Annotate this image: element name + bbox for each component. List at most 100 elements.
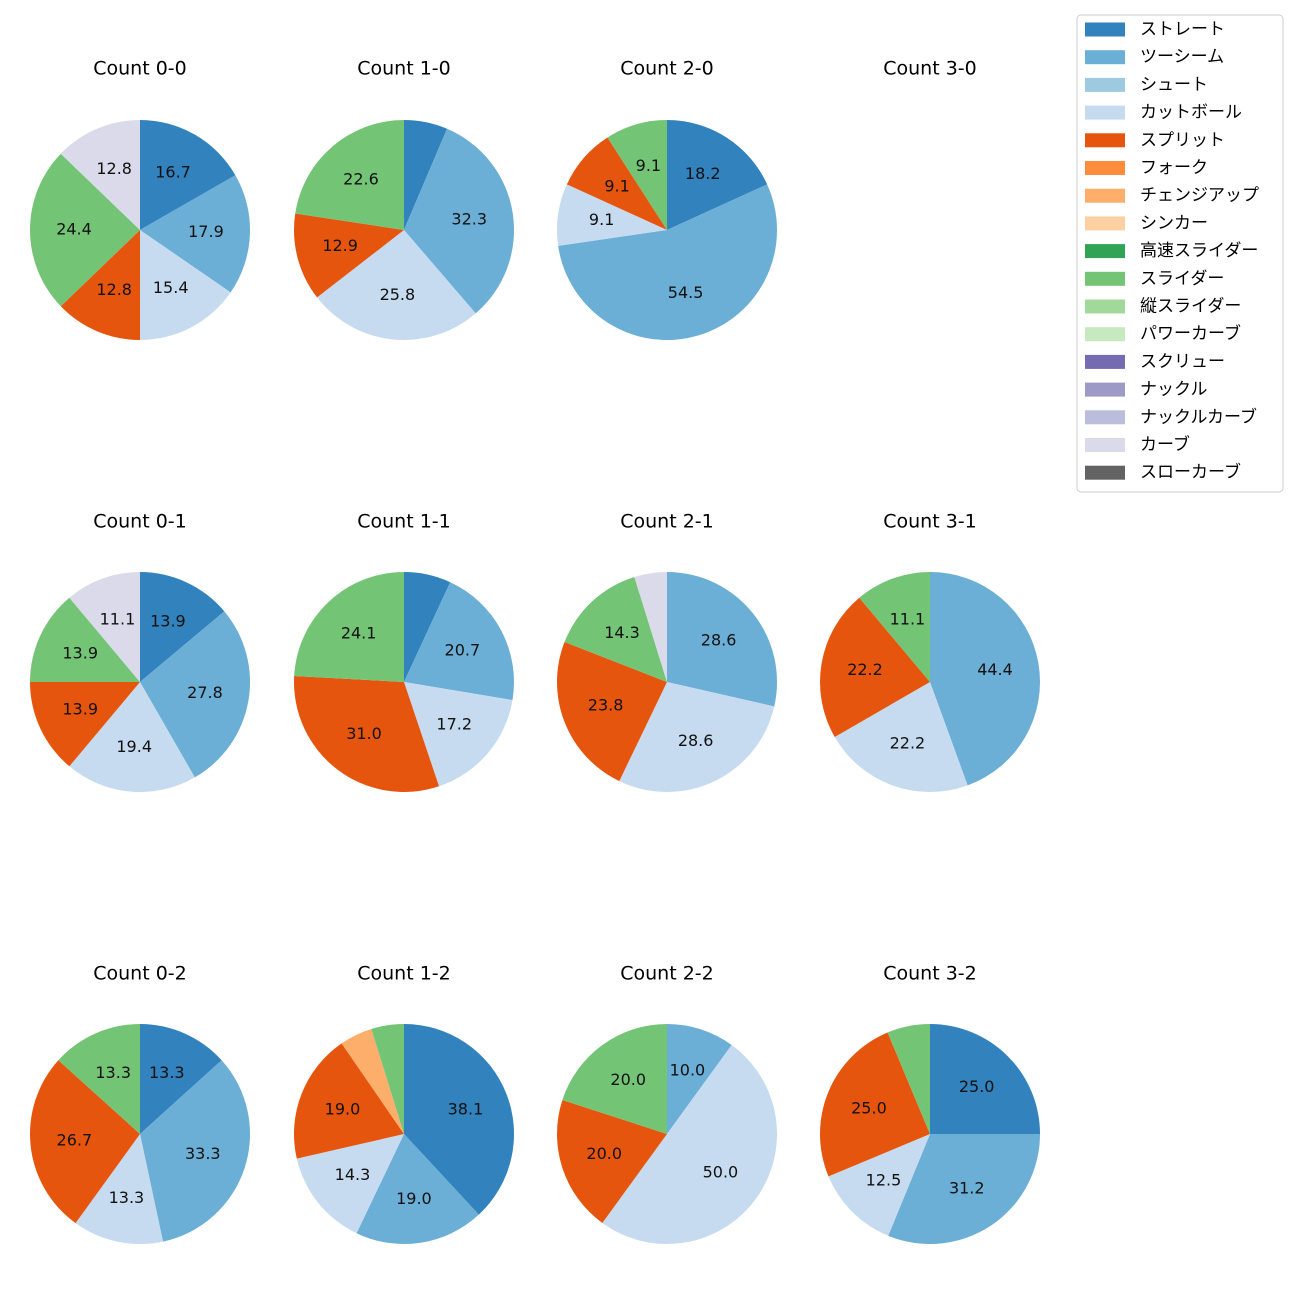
pie-title: Count 2-2	[620, 963, 714, 985]
pie-slice	[887, 1024, 930, 1134]
pie-slice	[294, 572, 404, 682]
pie-slice	[140, 1024, 222, 1134]
pie-slice	[556, 642, 667, 782]
slice-label: 20.7	[445, 641, 481, 660]
pie-slice	[30, 682, 140, 767]
slice-label: 18.2	[685, 164, 721, 183]
pie-title: Count 3-0	[883, 58, 977, 80]
slice-label: 25.8	[380, 285, 416, 304]
pie-slice	[667, 572, 777, 707]
slice-label: 26.7	[57, 1130, 93, 1149]
pie-slice	[294, 675, 440, 792]
slice-label: 31.2	[949, 1178, 985, 1197]
pie-slice	[293, 1043, 404, 1159]
legend-label: スクリュー	[1140, 352, 1225, 372]
legend-label: カーブ	[1140, 434, 1190, 455]
pie-slice	[820, 1032, 930, 1177]
pie-slice	[140, 1060, 251, 1242]
slice-label: 32.3	[451, 209, 487, 228]
slice-label: 12.5	[866, 1170, 902, 1189]
legend-swatch	[1085, 327, 1125, 342]
slice-label: 12.9	[322, 236, 358, 255]
slice-label: 16.7	[155, 162, 191, 181]
pie-count-1-2: Count 1-2 38.1 19.0 14.3 19.0	[293, 963, 514, 1244]
pie-slice	[404, 682, 513, 787]
legend-swatch	[1085, 105, 1125, 120]
pie-title: Count 1-2	[357, 963, 451, 985]
legend-label: ナックル	[1140, 380, 1208, 400]
pie-count-3-2: Count 3-2 25.0 31.2 12.5 25.0	[820, 963, 1040, 1245]
slice-label: 50.0	[703, 1162, 739, 1181]
slice-label: 9.1	[636, 156, 661, 175]
slice-label: 13.9	[150, 612, 186, 631]
slice-label: 19.0	[325, 1100, 361, 1119]
legend-label: スライダー	[1140, 269, 1224, 289]
pie-slice	[667, 120, 768, 230]
slice-label: 9.1	[589, 210, 614, 229]
legend-label: 縦スライダー	[1140, 297, 1241, 317]
pie-title: Count 1-0	[357, 58, 451, 80]
pie-slice	[140, 572, 225, 682]
pie-title: Count 2-0	[620, 58, 714, 80]
slice-label: 14.3	[335, 1165, 371, 1184]
pie-count-2-2: Count 2-2 10.0 50.0 20.0 20.0	[556, 963, 778, 1245]
legend-swatch	[1085, 216, 1125, 231]
legend-swatch	[1085, 77, 1125, 92]
legend-swatch	[1085, 382, 1125, 397]
slice-label: 14.3	[604, 623, 640, 642]
pie-slice	[859, 572, 930, 682]
pie-count-1-1: Count 1-1 20.7 17.2 31.0 24.1	[294, 511, 514, 792]
pie-slice	[341, 1028, 404, 1134]
legend-swatch	[1085, 438, 1125, 452]
slice-label: 38.1	[448, 1099, 484, 1118]
pie-slice	[566, 137, 667, 230]
slice-label: 24.1	[341, 624, 377, 643]
pie-slice	[558, 184, 778, 341]
slice-label: 19.4	[116, 737, 152, 756]
legend: ストレートツーシームシュートカットボールスプリットフォークチェンジアップシンカー…	[1076, 14, 1284, 493]
slice-label: 13.3	[95, 1063, 131, 1082]
legend-label: シンカー	[1140, 213, 1208, 233]
slice-label: 28.6	[701, 630, 737, 649]
legend-swatch	[1085, 354, 1125, 369]
legend-label: ストレート	[1140, 20, 1225, 40]
slice-label: 20.0	[586, 1144, 622, 1163]
legend-swatch	[1085, 465, 1125, 480]
legend-label: カットボール	[1140, 103, 1242, 123]
pie-slice	[296, 1134, 404, 1234]
legend-swatch	[1085, 22, 1125, 37]
slice-label: 24.4	[56, 220, 92, 239]
pie-slice	[602, 1045, 778, 1245]
slice-label: 44.4	[977, 660, 1013, 679]
pie-title: Count 1-1	[357, 511, 451, 533]
pie-slice	[356, 1134, 479, 1244]
slice-label: 11.1	[890, 609, 926, 628]
legend-label: スローカーブ	[1140, 462, 1241, 483]
pie-slice	[140, 230, 231, 340]
pie-slice	[30, 597, 140, 682]
slice-label: 22.2	[847, 660, 883, 679]
pie-slice	[404, 572, 451, 682]
pie-count-0-0: Count 0-0 16.7 17.9 15.4 12.8 24.4 12.8	[30, 58, 251, 340]
legend-label: ツーシーム	[1140, 47, 1224, 67]
pie-slice	[888, 1134, 1040, 1245]
pie-slice	[30, 1060, 140, 1224]
slice-label: 17.2	[436, 714, 472, 733]
pie-slice	[60, 230, 140, 340]
pie-slice	[834, 682, 968, 793]
pie-slice	[140, 120, 236, 230]
slice-label: 25.0	[959, 1077, 995, 1096]
legend-label: シュート	[1140, 75, 1208, 95]
legend-swatch	[1085, 299, 1125, 314]
slice-label: 27.8	[187, 683, 223, 702]
pie-count-2-1: Count 2-1 28.6 28.6 23.8 14.3	[556, 511, 777, 793]
slice-label: 9.1	[604, 176, 629, 195]
pie-slice	[404, 1024, 514, 1215]
pie-slice	[930, 1024, 1040, 1134]
pie-count-1-0: Count 1-0 32.3 25.8 12.9 22.6	[294, 58, 515, 341]
pie-slice	[607, 120, 667, 230]
pie-slice	[562, 1024, 667, 1134]
slice-label: 33.3	[185, 1144, 221, 1163]
legend-label: スプリット	[1140, 130, 1225, 150]
